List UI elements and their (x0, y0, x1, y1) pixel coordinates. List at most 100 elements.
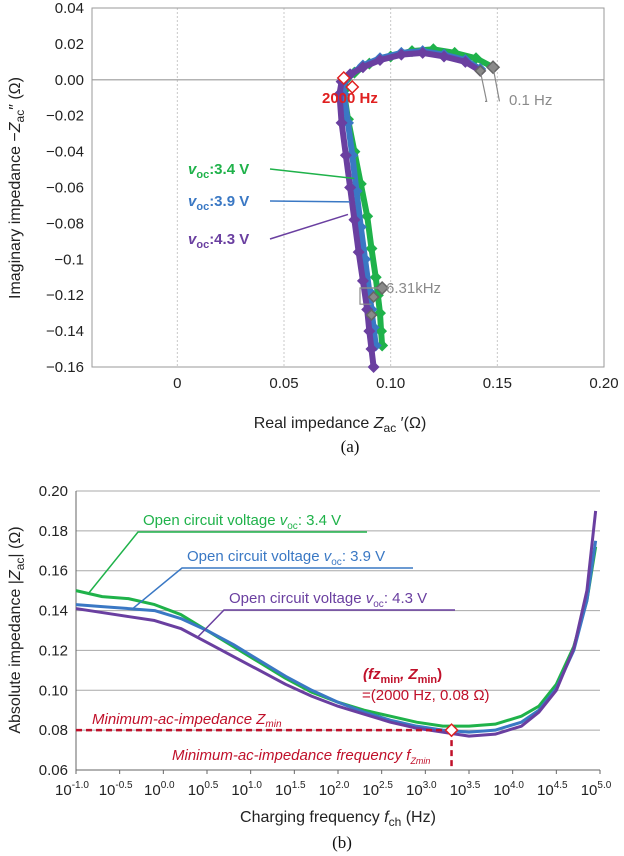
legend-a-rest: :4.3 V (209, 231, 249, 248)
legend-a-sub: oc (196, 169, 209, 181)
x-tick-base: 10 (231, 782, 248, 799)
series-line-b-0 (75, 546, 598, 728)
y-axis-label-unit: ″ (Ω) (7, 77, 24, 110)
legend-b-rest: : 3.4 V (298, 512, 341, 529)
x-axis-label-text: Real impedance (254, 415, 374, 432)
y-tick-label-a: 0.02 (55, 36, 84, 53)
data-point-a (344, 181, 357, 194)
x-tick-label-b: 103.5 (450, 780, 481, 799)
plot-frame-a (91, 7, 605, 368)
x-tick-base: 10 (99, 782, 116, 799)
min-z-sub: min (265, 719, 282, 730)
y-tick-label-a: −0.04 (46, 144, 84, 161)
x-tick-base: 10 (450, 782, 467, 799)
x-tick-base: 10 (537, 782, 554, 799)
x-tick-exp: 2.0 (335, 780, 349, 791)
caption-b: (b) (332, 833, 352, 852)
y-axis-label-sub: ac (13, 110, 27, 123)
panel-a: 0 0.05 0.10 0.15 0.20 0.04 0.02 0.00 −0.02 −0.04 −… (7, 0, 619, 456)
data-point-a (374, 54, 386, 67)
x-tick-exp: -0.5 (115, 780, 133, 791)
min-label-fz-sub: min (381, 674, 401, 686)
x-tick-label-b: 105.0 (581, 780, 612, 799)
y-tick-label-b: 0.20 (39, 483, 68, 500)
x-tick-label-b: 104.5 (537, 780, 568, 799)
x-tick-label-b: 102.5 (362, 780, 393, 799)
x-tick-base: 10 (319, 782, 336, 799)
x-tick-exp: 0.0 (161, 780, 175, 791)
legend-b-leader (132, 567, 413, 610)
x-tick-exp: 3.0 (423, 780, 437, 791)
y-axis-label-z: Z (7, 121, 24, 133)
y-tick-label-b: 0.12 (39, 642, 68, 659)
y-tick-label-b: 0.14 (39, 603, 68, 620)
legend-b-sub: oc (287, 521, 298, 532)
x-axis-label-f: f (384, 809, 390, 826)
x-tick-exp: 4.5 (554, 780, 568, 791)
y-axis-label-sub: ac (13, 558, 27, 571)
label-0.1hz: 0.1 Hz (509, 92, 552, 109)
x-tick-exp: 1.0 (248, 780, 262, 791)
data-point-a (365, 343, 378, 356)
y-tick-label-b: 0.08 (39, 722, 68, 739)
x-tick-base: 10 (493, 782, 510, 799)
y-tick-label-a: −0.02 (46, 108, 84, 125)
data-point-a (365, 242, 378, 255)
legend-b-text: Open circuit voltage (187, 548, 324, 565)
data-point-a (374, 307, 386, 320)
series-line-b-2 (75, 510, 598, 738)
x-axis-label-unit: ′(Ω) (396, 415, 426, 432)
x-tick-label-b: 10-1.0 (55, 780, 89, 799)
y-tick-label-a: −0.14 (46, 323, 84, 340)
x-tick-base: 10 (581, 782, 598, 799)
data-point-a (342, 116, 354, 129)
x-tick-label-b: 104.0 (493, 780, 524, 799)
x-axis-label-z: Z (373, 415, 385, 432)
legend-b-rest: : 3.9 V (342, 548, 385, 565)
series-line-b-1 (75, 540, 598, 734)
data-point-a (356, 61, 369, 74)
data-point-a (416, 46, 429, 59)
min-point-value: =(2000 Hz, 0.08 Ω) (362, 687, 490, 704)
x-tick-label-a: 0.05 (269, 375, 298, 392)
x-axis-label-sub: ch (389, 815, 402, 829)
legend-b-leader (88, 531, 367, 594)
min-f-text: Minimum-ac-impedance frequency f (172, 747, 412, 764)
x-tick-exp: 3.5 (466, 780, 480, 791)
x-tick-base: 10 (275, 782, 292, 799)
legend-a-2: voc:4.3 V (188, 231, 249, 251)
data-point-a (369, 271, 382, 284)
data-point-a (363, 325, 376, 338)
x-tick-label-a: 0 (173, 375, 181, 392)
min-f-label: Minimum-ac-impedance frequency fZmin (172, 747, 430, 766)
y-axis-label-a: Imaginary impedance −Zac″ (Ω) (7, 77, 27, 299)
legend-a-sub: oc (196, 239, 209, 251)
data-point-a (348, 213, 361, 226)
legend-b-v: v (280, 512, 289, 529)
legend-a-sub: oc (196, 201, 209, 213)
legend-b-leader (197, 609, 455, 638)
y-tick-label-a: −0.06 (46, 180, 84, 197)
x-axis-label-unit: (Hz) (401, 809, 436, 826)
data-point-a (376, 339, 389, 352)
data-point-a (361, 210, 374, 223)
x-tick-label-b: 102.0 (319, 780, 350, 799)
y-tick-label-a: −0.12 (46, 287, 84, 304)
min-z-label: Minimum-ac-impedance Zmin (92, 711, 282, 730)
x-axis-label-a: Real impedance Zac ′(Ω) (254, 415, 427, 435)
data-point-a (335, 116, 348, 129)
x-tick-exp: 0.5 (204, 780, 218, 791)
legend-b-rest: : 4.3 V (384, 590, 427, 607)
label-6.31khz: 6.31kHz (386, 280, 441, 297)
x-tick-exp: 4.0 (510, 780, 524, 791)
min-label-close: ) (437, 666, 442, 683)
legend-a-leader (269, 213, 349, 240)
legend-b-v: v (366, 590, 375, 607)
y-tick-label-a: −0.16 (46, 359, 84, 376)
y-axis-label-b: Absolute impedance |Zac| (Ω) (7, 526, 27, 733)
legend-b-text: Open circuit voltage (229, 590, 366, 607)
min-label-zmin-sub: min (418, 674, 438, 686)
data-point-a (356, 274, 369, 287)
data-point-a (333, 88, 346, 101)
